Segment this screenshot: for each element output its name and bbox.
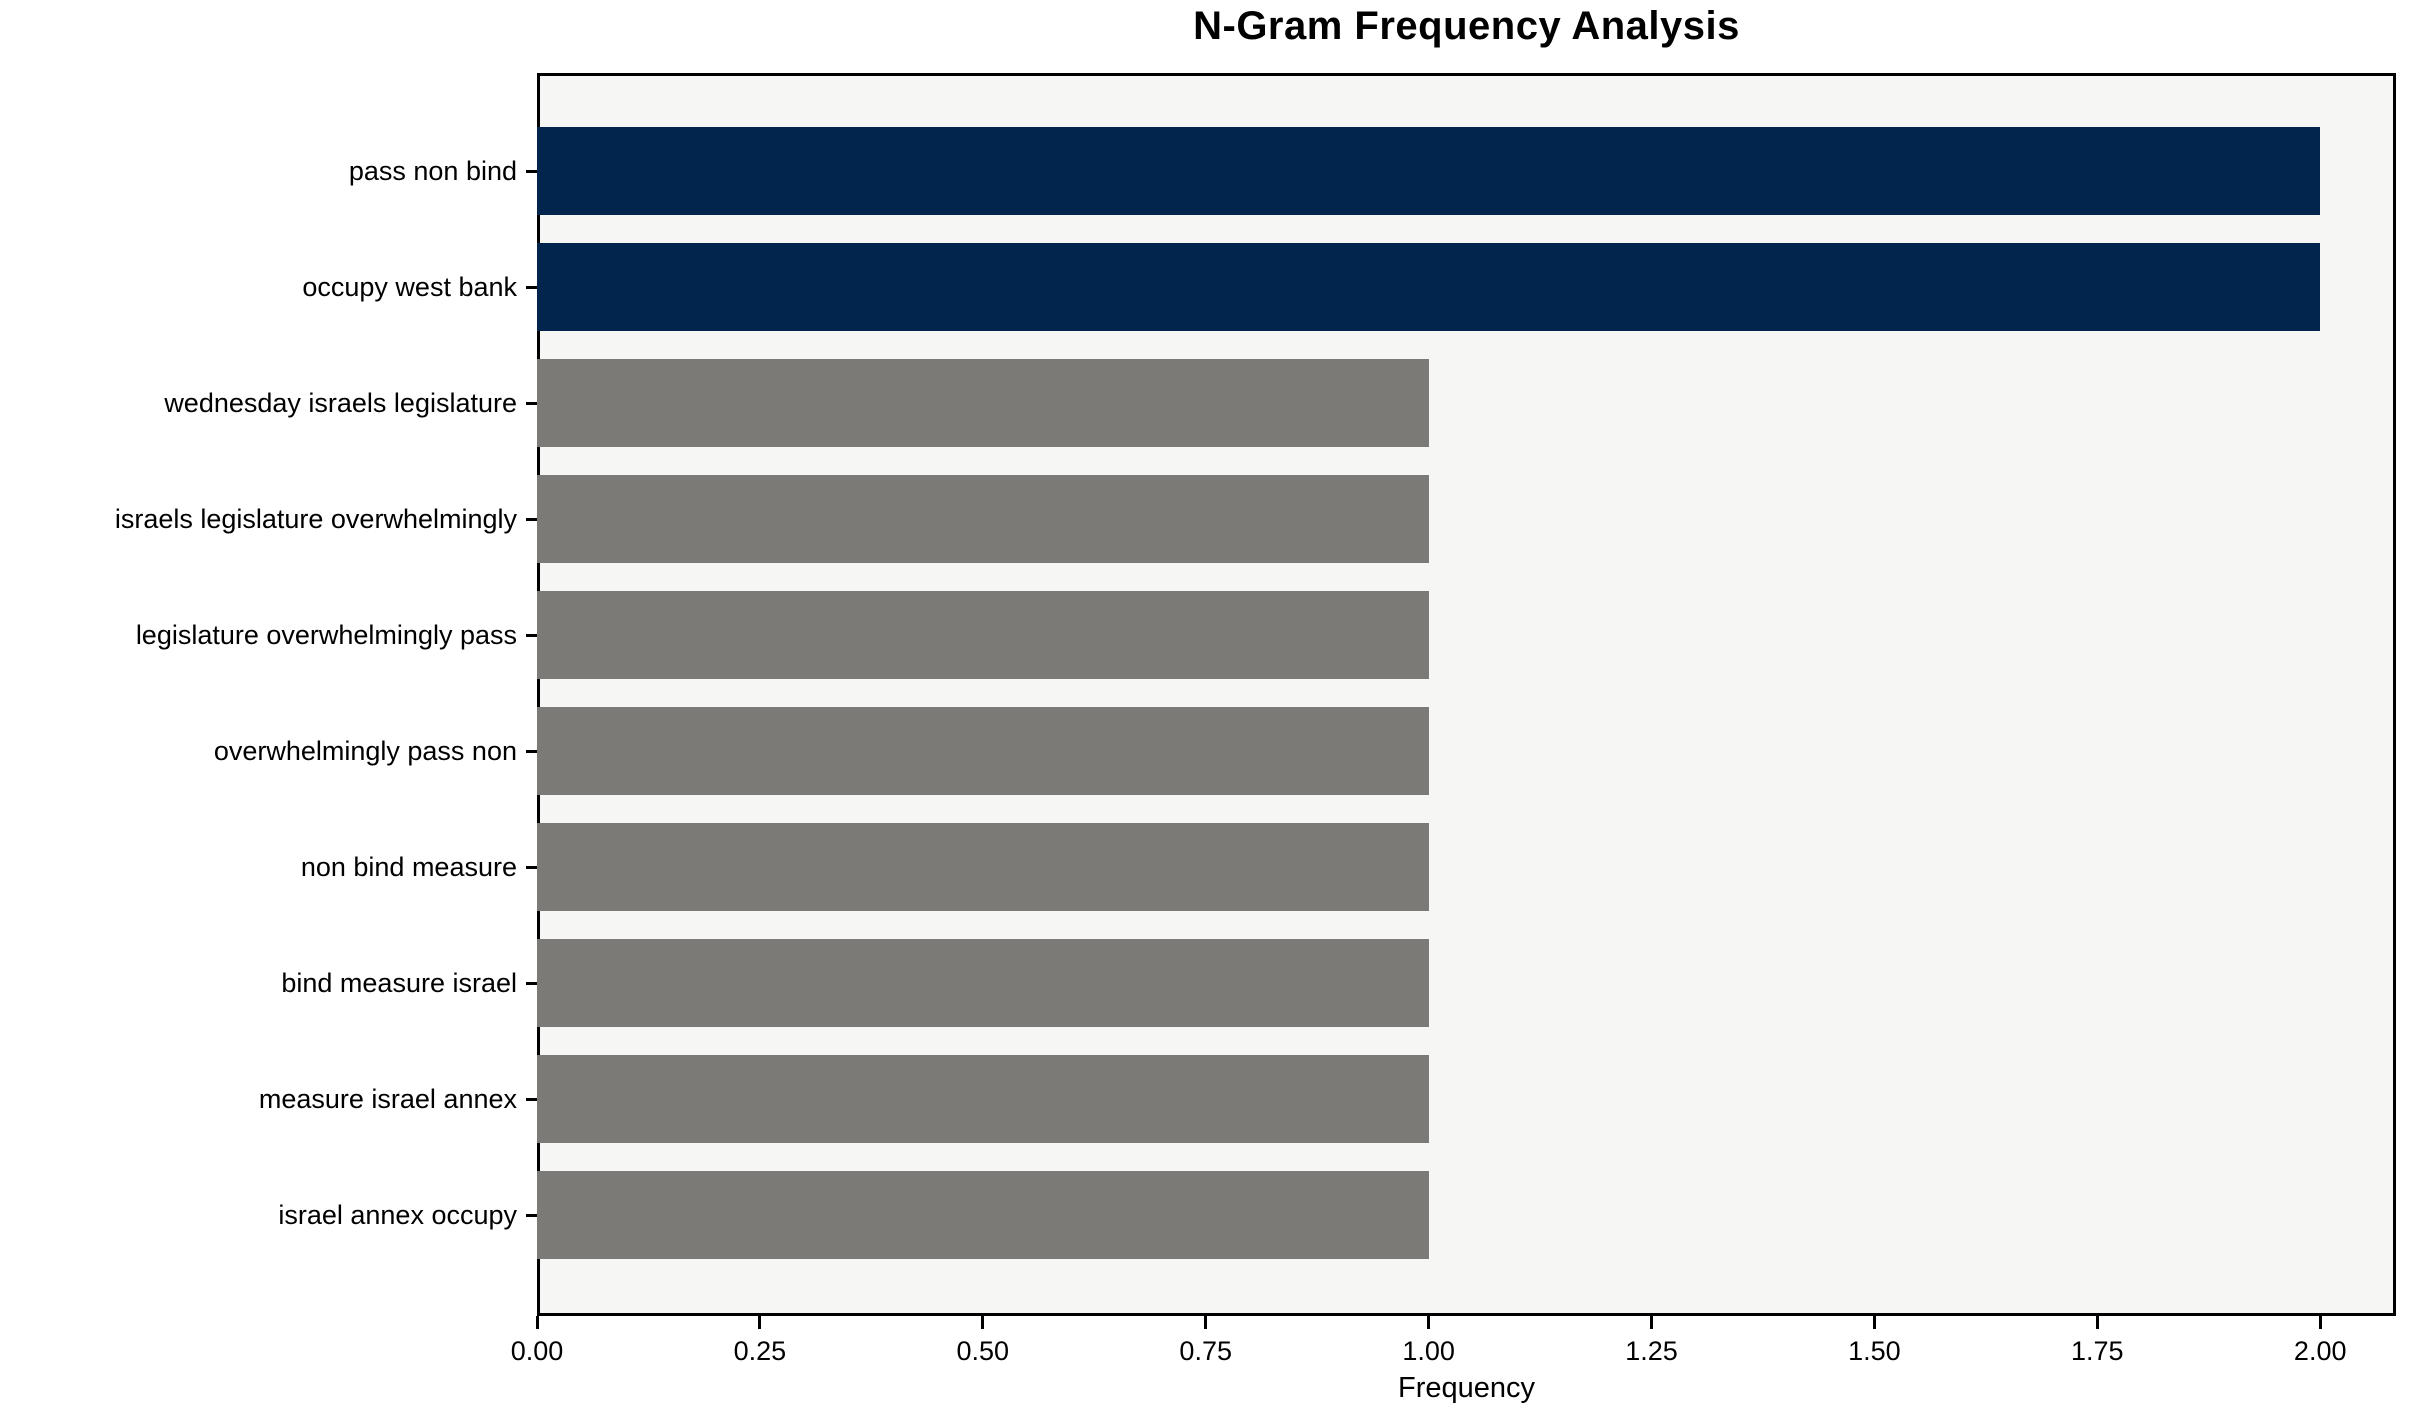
y-tick-label: israel annex occupy: [278, 1200, 517, 1230]
bar-israel-annex-occupy: [537, 1171, 1429, 1259]
x-tick-label: 2.00: [2293, 1336, 2347, 1366]
x-tick-label: 0.25: [733, 1336, 787, 1366]
x-tick-mark: [1872, 1316, 1876, 1329]
y-tick-label: wednesday israels legislature: [164, 388, 517, 418]
x-tick-mark: [1204, 1316, 1208, 1329]
bar-wednesday-israels-legislature: [537, 359, 1429, 447]
y-tick-mark: [526, 1213, 537, 1217]
y-tick-label: overwhelmingly pass non: [213, 736, 517, 766]
y-tick-label: israels legislature overwhelmingly: [114, 504, 517, 534]
x-tick-mark: [1427, 1316, 1431, 1329]
y-tick-label: bind measure israel: [281, 968, 517, 998]
y-tick-mark: [526, 981, 537, 985]
bar-measure-israel-annex: [537, 1055, 1429, 1143]
y-tick-mark: [526, 169, 537, 173]
x-tick-mark: [2318, 1316, 2322, 1329]
y-tick-label: pass non bind: [348, 156, 517, 186]
x-axis-title: Frequency: [1397, 1372, 1535, 1404]
y-tick-mark: [526, 865, 537, 869]
bar-row: [537, 359, 2396, 447]
bar-row: [537, 475, 2396, 563]
bar-row: [537, 939, 2396, 1027]
bar-row: [537, 127, 2396, 215]
x-tick-mark: [981, 1316, 985, 1329]
bar-bind-measure-israel: [537, 939, 1429, 1027]
y-tick-mark: [526, 517, 537, 521]
y-tick-mark: [526, 1097, 537, 1101]
x-tick-mark: [2095, 1316, 2099, 1329]
x-tick-label: 0.75: [1179, 1336, 1232, 1366]
bar-occupy-west-bank: [537, 243, 2321, 331]
bar-row: [537, 1055, 2396, 1143]
bar-row: [537, 1171, 2396, 1259]
y-tick-mark: [526, 749, 537, 753]
bar-legislature-overwhelmingly-pass: [537, 591, 1429, 679]
bar-row: [537, 707, 2396, 795]
y-tick-mark: [526, 285, 537, 289]
x-tick-mark: [758, 1316, 762, 1329]
bar-israels-legislature-overwhelmingly: [537, 475, 1429, 563]
chart-title: N-Gram Frequency Analysis: [1193, 4, 1740, 48]
y-tick-label: non bind measure: [300, 852, 517, 882]
x-tick-mark: [535, 1316, 539, 1329]
bar-non-bind-measure: [537, 823, 1429, 911]
x-tick-label: 0.50: [956, 1336, 1010, 1366]
x-tick-label: 1.50: [1848, 1336, 1901, 1366]
y-tick-label: legislature overwhelmingly pass: [135, 620, 517, 650]
x-tick-label: 0.00: [510, 1336, 564, 1366]
x-tick-mark: [1650, 1316, 1653, 1329]
y-tick-label: occupy west bank: [302, 272, 517, 302]
bar-pass-non-bind: [537, 127, 2321, 215]
x-tick-label: 1.25: [1625, 1336, 1678, 1366]
y-tick-mark: [526, 633, 537, 637]
bar-row: [537, 591, 2396, 679]
bar-row: [537, 823, 2396, 911]
y-tick-mark: [526, 401, 537, 405]
x-tick-label: 1.75: [2071, 1336, 2124, 1366]
x-tick-label: 1.00: [1402, 1336, 1455, 1366]
bar-overwhelmingly-pass-non: [537, 707, 1429, 795]
y-tick-label: measure israel annex: [258, 1084, 517, 1114]
bar-row: [537, 243, 2396, 331]
